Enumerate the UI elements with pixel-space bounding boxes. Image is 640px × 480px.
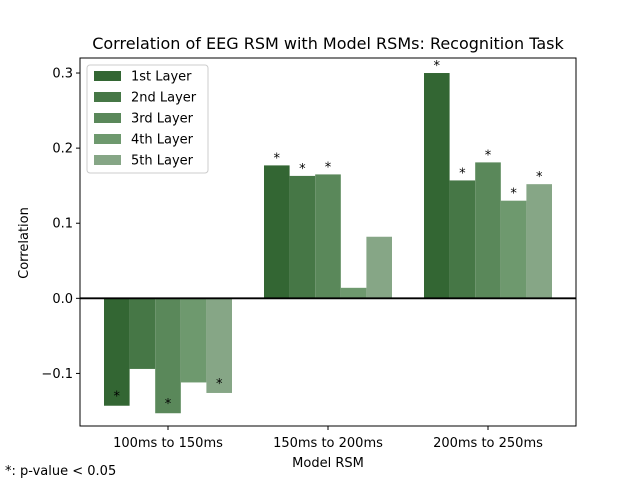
- bar: [104, 298, 130, 406]
- legend-label: 1st Layer: [131, 70, 192, 85]
- legend-label: 4th Layer: [131, 133, 194, 148]
- significance-marker: *: [216, 377, 223, 392]
- x-tick-label: 200ms to 250ms: [433, 436, 543, 451]
- bar: [475, 162, 501, 299]
- legend: 1st Layer 2nd Layer 3rd Layer 4th Layer 5th …: [86, 64, 209, 174]
- y-tick-label: −0.1: [41, 367, 73, 382]
- x-axis-label: Model RSM: [292, 456, 364, 471]
- significance-marker: *: [434, 59, 441, 74]
- legend-swatch: [94, 71, 121, 81]
- bar: [315, 174, 341, 299]
- bar: [366, 236, 392, 299]
- bar: [129, 298, 156, 369]
- significance-marker: *: [510, 187, 517, 202]
- significance-markers: * * * * * * * * * * *: [114, 59, 543, 412]
- bar: [289, 175, 316, 299]
- significance-marker: *: [274, 151, 281, 166]
- bars-layer: [104, 73, 552, 414]
- y-tick-label: 0.3: [52, 67, 73, 82]
- bar: [449, 180, 476, 299]
- chart-title: Correlation of EEG RSM with Model RSMs: …: [92, 34, 564, 53]
- legend-label: 2nd Layer: [131, 91, 197, 106]
- bar: [424, 73, 450, 299]
- x-tick-label: 100ms to 150ms: [113, 436, 223, 451]
- y-tick-label: 0.2: [52, 142, 73, 157]
- legend-swatch: [94, 113, 121, 123]
- legend-swatch: [94, 155, 121, 165]
- significance-marker: *: [459, 166, 466, 181]
- significance-marker: *: [114, 390, 121, 405]
- bar: [264, 165, 290, 299]
- y-tick-label: 0.0: [52, 292, 73, 307]
- y-axis: −0.1 0.0 0.1 0.2 0.3: [41, 67, 80, 382]
- significance-marker: *: [536, 170, 543, 185]
- y-tick-label: 0.1: [52, 217, 73, 232]
- footnote: *: p-value < 0.05: [5, 464, 116, 479]
- bar: [526, 184, 552, 299]
- bar: [155, 298, 181, 414]
- legend-label: 3rd Layer: [131, 112, 194, 127]
- significance-marker: *: [325, 160, 332, 175]
- y-axis-label: Correlation: [17, 207, 32, 279]
- legend-swatch: [94, 92, 121, 102]
- bar: [340, 287, 367, 299]
- x-tick-label: 150ms to 200ms: [273, 436, 383, 451]
- bar: [206, 298, 232, 393]
- significance-marker: *: [299, 162, 306, 177]
- significance-marker: *: [485, 148, 492, 163]
- bar: [180, 298, 207, 383]
- legend-swatch: [94, 134, 121, 144]
- legend-label: 5th Layer: [131, 154, 194, 169]
- bar: [500, 200, 527, 299]
- x-axis: 100ms to 150ms 150ms to 200ms 200ms to 250…: [113, 426, 543, 451]
- significance-marker: *: [165, 397, 172, 412]
